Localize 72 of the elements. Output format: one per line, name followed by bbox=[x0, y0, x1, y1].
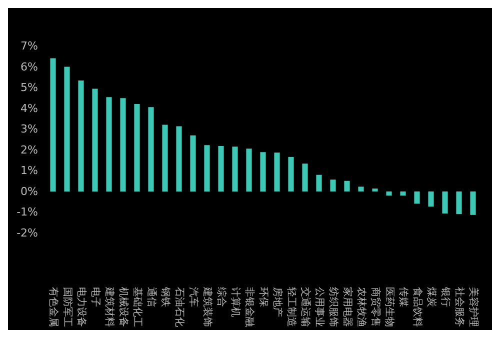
x-tick-label: 建筑材料 bbox=[104, 286, 116, 327]
y-tick-label: 0% bbox=[20, 184, 38, 198]
x-tick-label: 基础化工 bbox=[132, 287, 144, 327]
bar bbox=[442, 191, 448, 214]
x-tick-label: 有色金属 bbox=[48, 287, 60, 327]
x-tick-label: 交通运输 bbox=[300, 287, 312, 327]
x-tick-label: 纺织服饰 bbox=[328, 287, 340, 327]
bar bbox=[190, 135, 196, 192]
bar bbox=[204, 145, 210, 192]
y-tick-label: 5% bbox=[20, 81, 38, 94]
x-tick-label: 传媒 bbox=[398, 287, 408, 307]
bar bbox=[218, 146, 224, 192]
x-tick-label: 食品饮料 bbox=[412, 287, 424, 327]
bar bbox=[428, 191, 434, 207]
bar bbox=[134, 104, 140, 192]
x-tick-label: 环保 bbox=[258, 287, 268, 307]
bar bbox=[344, 180, 350, 192]
bar bbox=[176, 126, 182, 192]
x-tick-label: 计算机 bbox=[230, 287, 242, 317]
x-tick-label: 通信 bbox=[146, 287, 158, 307]
x-tick-label: 银行 bbox=[440, 286, 450, 307]
bar bbox=[162, 124, 168, 192]
x-tick-label: 社会服务 bbox=[454, 287, 466, 327]
x-tick-label: 汽车 bbox=[188, 287, 200, 307]
x-tick-label: 农林牧渔 bbox=[356, 287, 368, 327]
bar bbox=[78, 80, 84, 192]
x-tick-label: 国防军工 bbox=[62, 287, 74, 327]
x-tick-label: 非银金融 bbox=[244, 287, 256, 327]
y-tick-label: 6% bbox=[20, 60, 38, 74]
bar bbox=[288, 156, 294, 192]
x-tick-label: 房地产 bbox=[272, 287, 284, 317]
bar bbox=[316, 174, 322, 192]
bar bbox=[50, 58, 56, 192]
x-tick-label: 煤炭 bbox=[426, 287, 438, 307]
y-tick-label: 4% bbox=[20, 102, 38, 115]
y-tick-label: 1% bbox=[20, 164, 38, 178]
x-tick-label: 电力设备 bbox=[76, 287, 88, 327]
bar bbox=[92, 88, 98, 192]
bar bbox=[400, 191, 406, 196]
y-tick-label: 7% bbox=[20, 40, 38, 52]
bar bbox=[330, 180, 336, 192]
bar bbox=[414, 191, 420, 204]
y-tick-label: 2% bbox=[20, 143, 38, 156]
x-tick-label: 电子 bbox=[90, 287, 102, 307]
x-tick-label: 钢铁 bbox=[160, 286, 172, 307]
bar bbox=[260, 152, 266, 192]
bar bbox=[470, 191, 476, 215]
x-tick-label: 综合 bbox=[216, 287, 228, 307]
bar bbox=[120, 98, 126, 192]
bar bbox=[232, 146, 238, 192]
x-tick-label: 石油石化 bbox=[174, 287, 186, 327]
bar bbox=[358, 186, 364, 192]
bar bbox=[246, 148, 252, 192]
bar bbox=[386, 191, 392, 196]
bar bbox=[274, 152, 280, 192]
bar bbox=[456, 191, 462, 214]
y-tick-label: -2% bbox=[16, 226, 38, 240]
x-tick-label: 家用电器 bbox=[342, 287, 354, 327]
y-tick-label: 3% bbox=[20, 122, 38, 136]
bar bbox=[64, 66, 70, 192]
bar bbox=[106, 97, 112, 192]
bar bbox=[148, 107, 154, 192]
bar bbox=[372, 188, 378, 192]
x-tick-label: 建筑装饰 bbox=[202, 286, 214, 327]
x-tick-label: 医药生物 bbox=[384, 287, 396, 327]
y-tick-label: -1% bbox=[16, 206, 38, 219]
x-tick-label: 美容护理 bbox=[468, 287, 480, 327]
bar bbox=[302, 164, 308, 192]
x-tick-label: 机械设备 bbox=[118, 287, 130, 327]
x-tick-label: 商贸零售 bbox=[370, 287, 382, 327]
x-tick-label: 公用事业 bbox=[314, 287, 326, 327]
x-tick-label: 轻工制造 bbox=[286, 287, 298, 327]
